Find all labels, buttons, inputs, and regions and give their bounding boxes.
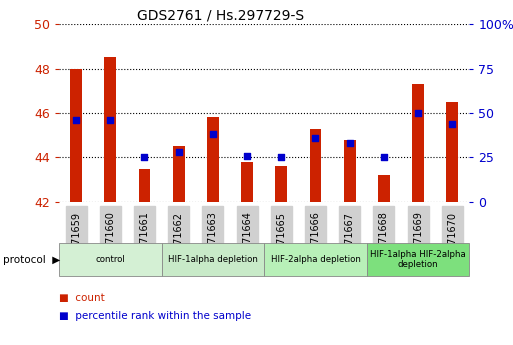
- Bar: [241, 162, 253, 202]
- Point: [277, 154, 285, 159]
- Text: ■  percentile rank within the sample: ■ percentile rank within the sample: [59, 311, 251, 321]
- Bar: [207, 117, 219, 202]
- Bar: [378, 175, 390, 202]
- Point: [209, 131, 217, 137]
- Bar: [139, 168, 150, 202]
- Bar: [344, 140, 356, 202]
- Point: [106, 117, 114, 123]
- Bar: [275, 166, 287, 202]
- Point: [141, 154, 149, 159]
- Point: [448, 121, 457, 126]
- Point: [380, 154, 388, 159]
- Text: protocol  ▶: protocol ▶: [3, 255, 60, 265]
- Bar: [70, 69, 82, 202]
- Point: [311, 135, 320, 141]
- Bar: [104, 58, 116, 202]
- Text: HIF-1alpha depletion: HIF-1alpha depletion: [168, 255, 258, 264]
- Point: [243, 153, 251, 158]
- Bar: [309, 129, 322, 202]
- Bar: [173, 146, 185, 202]
- Text: control: control: [95, 255, 125, 264]
- Bar: [446, 102, 458, 202]
- Text: GDS2761 / Hs.297729-S: GDS2761 / Hs.297729-S: [137, 9, 304, 23]
- Text: HIF-1alpha HIF-2alpha
depletion: HIF-1alpha HIF-2alpha depletion: [370, 250, 466, 269]
- Point: [414, 110, 422, 116]
- Point: [174, 149, 183, 155]
- Point: [346, 140, 354, 146]
- Bar: [412, 84, 424, 202]
- Text: ■  count: ■ count: [59, 294, 105, 303]
- Text: HIF-2alpha depletion: HIF-2alpha depletion: [270, 255, 361, 264]
- Point: [72, 117, 80, 122]
